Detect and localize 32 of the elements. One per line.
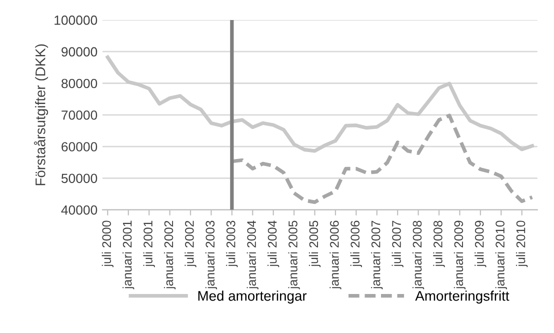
x-tick-label: januari 2006 [330, 220, 342, 290]
x-tick-label: januari 2005 [288, 220, 300, 290]
x-tick-label: januari 2002 [164, 220, 176, 290]
x-tick-label: juli 2007 [392, 220, 404, 268]
x-tick-label: juli 2006 [350, 220, 362, 268]
x-tick-label: juli 2010 [516, 220, 528, 268]
x-tick-label: januari 2010 [495, 220, 507, 290]
legend-label: Med amorteringar [198, 290, 307, 304]
x-tick-label: januari 2004 [246, 220, 258, 290]
x-tick-label: juli 2003 [226, 220, 238, 268]
y-axis-title: Förstaårsutgifter (DKK) [34, 44, 48, 186]
y-tick-label: 40000 [61, 205, 98, 215]
x-tick-label: juli 2000 [102, 220, 114, 268]
x-tick-label: juli 2001 [143, 220, 155, 268]
x-tick-label: juli 2009 [474, 220, 486, 268]
y-tick-label: 80000 [62, 78, 98, 88]
y-tick-label: 90000 [62, 47, 98, 57]
legend-label: Amorteringsfritt [415, 290, 510, 304]
y-tick-label: 100000 [54, 16, 98, 25]
x-tick-label: januari 2003 [205, 220, 218, 290]
x-tick-label: januari 2007 [371, 220, 383, 290]
y-tick-label: 50000 [61, 174, 98, 184]
x-tick-label: juli 2008 [433, 220, 445, 268]
x-tick-label: juli 2002 [184, 220, 196, 268]
line-series [106, 56, 534, 153]
x-tick-label: januari 2001 [122, 220, 134, 290]
x-tick-label: juli 2005 [308, 220, 321, 268]
x-tick-label: januari 2009 [454, 220, 466, 290]
y-tick-label: 60000 [62, 142, 98, 152]
y-tick-label: 70000 [62, 110, 98, 120]
x-tick-label: juli 2004 [268, 220, 280, 268]
x-tick-label: januari 2008 [412, 220, 424, 290]
